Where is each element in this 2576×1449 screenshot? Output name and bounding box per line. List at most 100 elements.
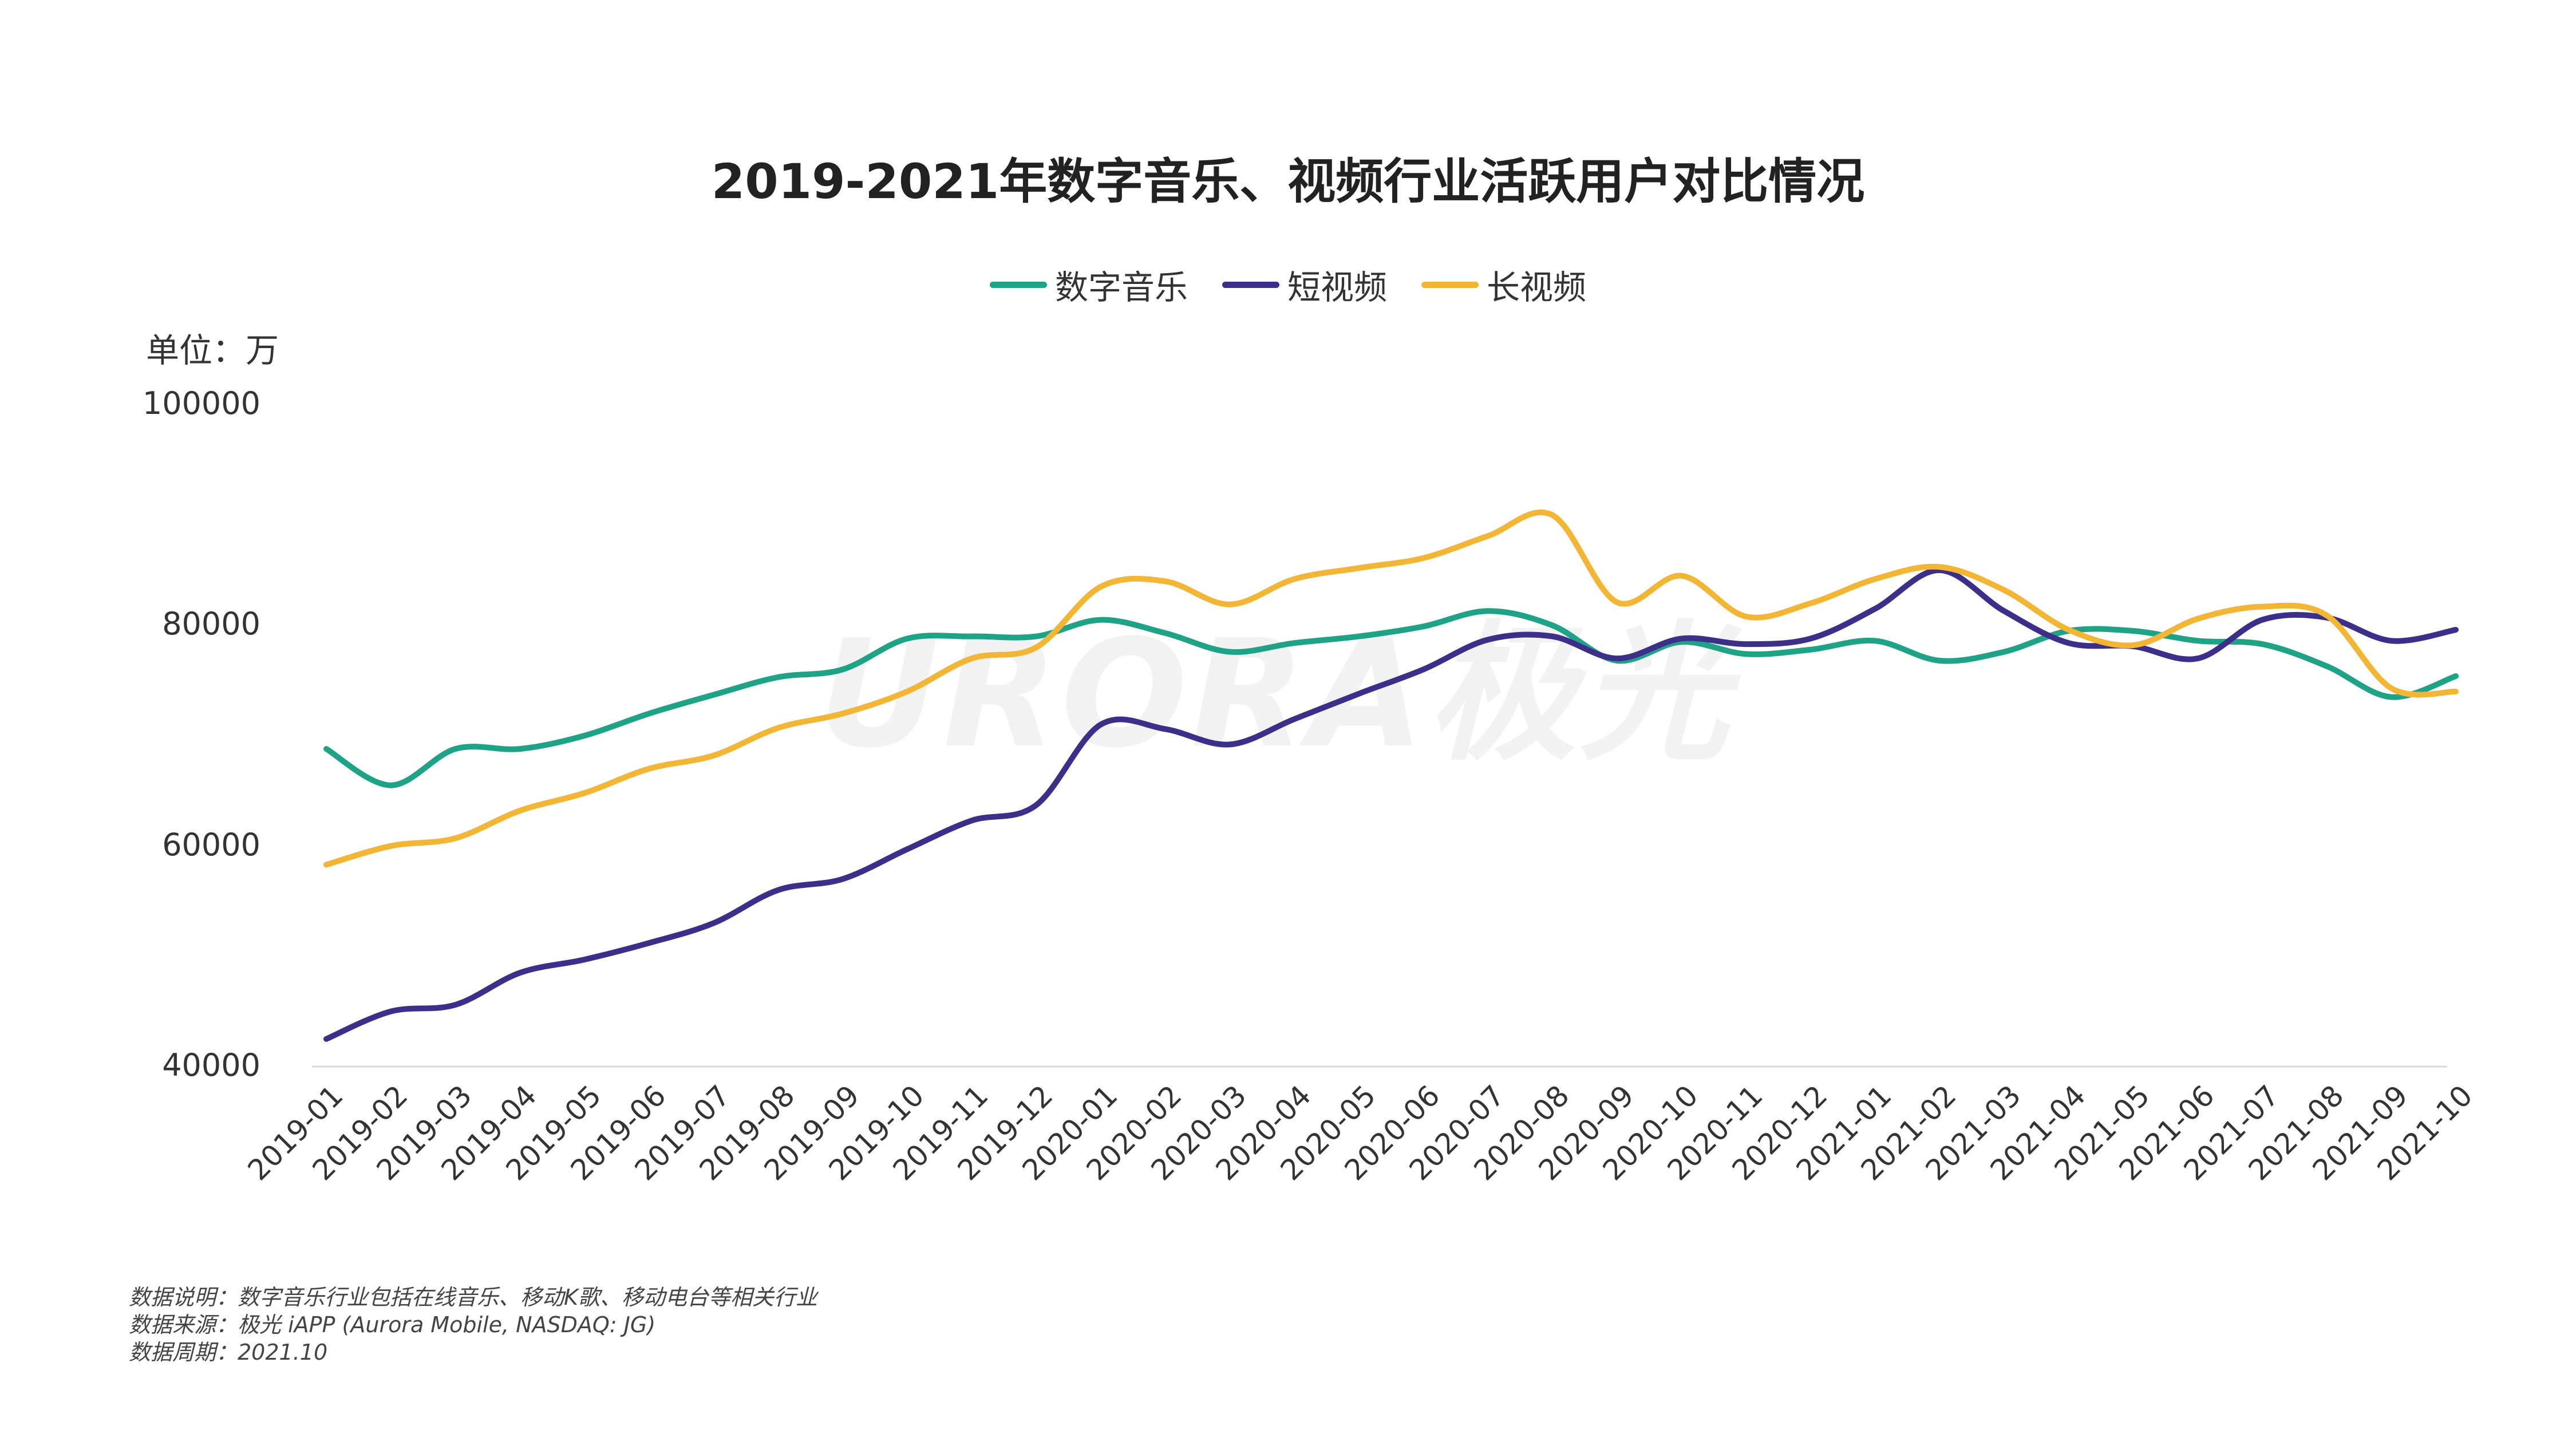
data-point-s1-4: [582, 957, 587, 962]
data-point-s0-2: [452, 746, 458, 752]
data-point-s0-17: [1420, 623, 1426, 629]
data-point-s2-22: [1743, 614, 1749, 619]
chart-title: 2019-2021年数字音乐、视频行业活跃用户对比情况: [711, 153, 1865, 210]
data-point-s0-16: [1356, 634, 1362, 639]
data-point-s1-12: [1098, 722, 1104, 728]
note-period: 数据周期：2021.10: [129, 1340, 328, 1365]
data-point-s0-18: [1485, 608, 1491, 614]
data-point-s1-24: [1872, 606, 1878, 611]
legend-item-short-video: 短视频: [1222, 260, 1387, 309]
data-point-s0-25: [1937, 658, 1942, 664]
note-source: 数据来源：极光 iAPP (Aurora Mobile, NASDAQ: JG): [129, 1312, 656, 1337]
series-line-0: [323, 608, 2459, 788]
note-description: 数据说明：数字音乐行业包括在线音乐、移动K歌、移动电台等相关行业: [129, 1285, 817, 1310]
data-point-s1-6: [710, 921, 716, 926]
y-tick-label: 100000: [142, 385, 260, 421]
data-point-s0-23: [1808, 647, 1814, 653]
data-point-s1-5: [646, 940, 652, 946]
data-point-s0-31: [2324, 664, 2330, 669]
data-point-s0-26: [2001, 649, 2007, 655]
data-point-s2-26: [2001, 587, 2007, 593]
data-point-s1-11: [1033, 802, 1039, 808]
data-point-s2-6: [710, 753, 716, 759]
data-point-s2-31: [2324, 613, 2330, 618]
data-point-s2-8: [840, 710, 846, 716]
data-point-s1-22: [1743, 641, 1749, 647]
data-point-s0-11: [1033, 634, 1039, 639]
data-point-s1-17: [1420, 666, 1426, 672]
data-point-s0-12: [1098, 617, 1104, 623]
data-point-s0-0: [323, 746, 329, 752]
data-point-s0-28: [2130, 628, 2136, 634]
data-point-s0-8: [840, 666, 846, 672]
data-point-s2-7: [775, 725, 781, 731]
data-point-s1-7: [775, 887, 781, 893]
data-point-s2-32: [2388, 685, 2394, 691]
data-point-s1-9: [904, 846, 910, 852]
data-point-s2-16: [1356, 565, 1362, 571]
data-point-s1-23: [1808, 635, 1814, 641]
legend-swatch-short-video: [1222, 281, 1279, 288]
footnotes: 数据说明：数字音乐行业包括在线音乐、移动K歌、移动电台等相关行业 数据来源：极光…: [129, 1284, 817, 1366]
series-line-1: [323, 567, 2459, 1042]
y-tick-label: 40000: [162, 1047, 260, 1083]
data-point-s1-32: [2388, 638, 2394, 643]
data-point-s2-10: [969, 656, 974, 661]
data-point-s0-9: [904, 635, 910, 641]
data-point-s1-0: [323, 1036, 329, 1042]
data-point-s1-16: [1356, 691, 1362, 697]
data-point-s1-18: [1485, 637, 1491, 642]
data-point-s2-18: [1485, 533, 1491, 539]
data-point-s2-13: [1162, 578, 1168, 584]
data-point-s1-27: [2066, 640, 2072, 646]
data-point-s0-29: [2195, 638, 2200, 643]
data-point-s0-1: [388, 783, 394, 788]
data-point-s2-30: [2259, 604, 2265, 610]
data-point-s2-20: [1614, 599, 1620, 605]
data-point-s1-19: [1550, 634, 1555, 639]
data-point-s0-24: [1872, 638, 1878, 643]
y-tick-label: 60000: [162, 826, 260, 863]
data-point-s1-29: [2195, 656, 2200, 661]
data-point-s0-5: [646, 710, 652, 716]
data-point-s0-19: [1550, 622, 1555, 628]
legend-item-music: 数字音乐: [989, 260, 1188, 309]
legend-label-music: 数字音乐: [1054, 268, 1188, 307]
data-point-s0-3: [517, 746, 523, 752]
data-point-s2-3: [517, 808, 523, 814]
data-point-s0-15: [1291, 640, 1297, 646]
y-tick-label: 80000: [162, 606, 260, 642]
data-point-s2-21: [1678, 573, 1684, 579]
chart-legend: 数字音乐 短视频 长视频: [0, 260, 2576, 309]
data-point-s2-29: [2195, 616, 2200, 622]
data-point-s2-27: [2066, 627, 2072, 633]
legend-label-short-video: 短视频: [1287, 268, 1387, 307]
legend-swatch-music: [989, 281, 1047, 288]
data-point-s2-5: [646, 766, 652, 772]
data-point-s1-26: [2001, 608, 2007, 614]
data-point-s2-15: [1291, 576, 1297, 582]
unit-label: 单位：万: [146, 331, 279, 370]
data-point-s0-4: [582, 733, 587, 739]
data-point-s2-0: [323, 862, 329, 867]
legend-label-long-video: 长视频: [1487, 268, 1587, 307]
data-point-s0-10: [969, 634, 974, 639]
data-point-s1-3: [517, 970, 523, 976]
data-point-s2-17: [1420, 555, 1426, 561]
data-point-s2-11: [1033, 645, 1039, 650]
data-point-s1-21: [1678, 635, 1684, 641]
data-point-s0-22: [1743, 651, 1749, 657]
data-point-s2-4: [582, 790, 587, 796]
data-point-s0-33: [2453, 673, 2459, 679]
data-point-s2-9: [904, 689, 910, 694]
data-point-s2-33: [2453, 689, 2459, 694]
data-point-s2-25: [1937, 564, 1942, 570]
series-line-2: [323, 509, 2459, 868]
data-point-s2-23: [1808, 601, 1814, 606]
data-point-s1-15: [1291, 716, 1297, 722]
data-point-s1-8: [840, 876, 846, 882]
data-point-s2-1: [388, 843, 394, 849]
data-point-s1-10: [969, 818, 974, 823]
data-point-s0-32: [2388, 694, 2394, 700]
